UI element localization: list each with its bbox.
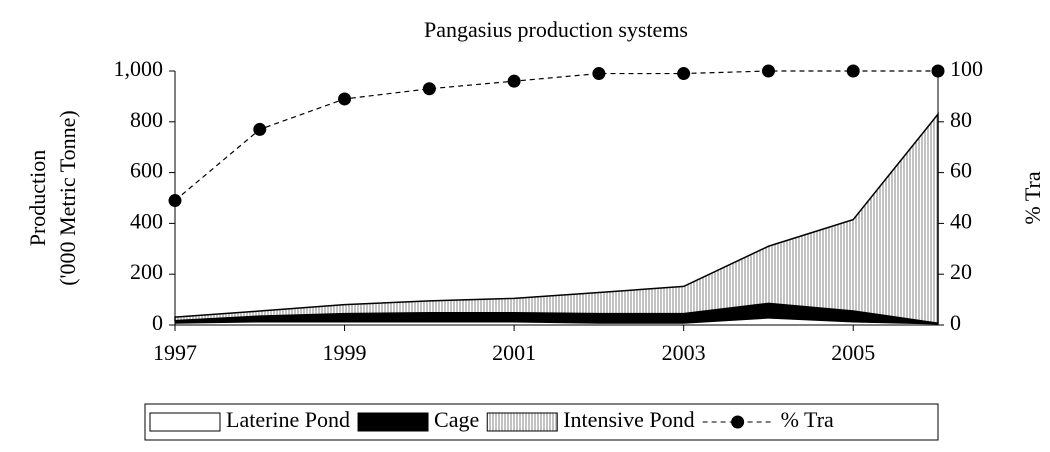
y2-tick-label: 80 — [950, 107, 972, 132]
point — [846, 64, 860, 78]
x-tick-label: 2003 — [662, 340, 706, 365]
x-tick-label: 2005 — [831, 340, 875, 365]
y2-tick-label: 100 — [950, 56, 983, 81]
legend-swatch — [357, 412, 429, 432]
x-tick-label: 2001 — [492, 340, 536, 365]
y-tick-label: 0 — [152, 310, 163, 335]
y2-tick-label: 20 — [950, 259, 972, 284]
y-tick-label: 400 — [130, 208, 163, 233]
legend-box — [144, 403, 939, 441]
chart-title: Pangasius production systems — [424, 17, 688, 42]
x-tick-label: 1997 — [153, 340, 197, 365]
y2-tick-label: 0 — [950, 310, 961, 335]
point — [253, 122, 267, 136]
y-axis-label: ('000 Metric Tonne) — [55, 110, 80, 286]
y-tick-label: 800 — [130, 107, 163, 132]
point — [931, 64, 945, 78]
area — [175, 303, 938, 325]
x-tick-label: 1999 — [323, 340, 367, 365]
point — [677, 67, 691, 81]
point — [338, 92, 352, 106]
point — [168, 194, 182, 208]
point — [761, 64, 775, 78]
line — [174, 70, 938, 201]
y-tick-label: 200 — [130, 259, 163, 284]
legend-swatch — [149, 412, 221, 432]
point — [592, 67, 606, 81]
area — [175, 318, 938, 325]
y2-tick-label: 40 — [950, 208, 972, 233]
legend-label: % Tra — [781, 407, 834, 432]
y2-axis-label: % Tra — [1020, 171, 1045, 224]
y-axis-label: Production — [25, 150, 50, 247]
y2-tick-label: 60 — [950, 158, 972, 183]
legend-marker — [731, 415, 745, 429]
legend-label: Intensive Pond — [563, 407, 694, 432]
y-tick-label: 600 — [130, 158, 163, 183]
point — [422, 82, 436, 96]
y-tick-label: 1,000 — [114, 56, 164, 81]
legend-label: Laterine Pond — [226, 407, 350, 432]
legend-label: Cage — [434, 407, 479, 432]
point — [507, 74, 521, 88]
area — [174, 112, 939, 325]
legend-swatch — [486, 412, 558, 432]
